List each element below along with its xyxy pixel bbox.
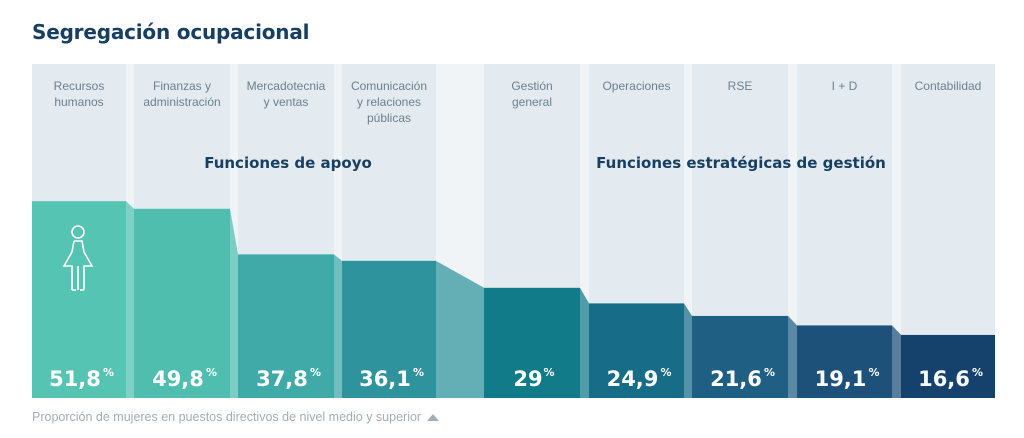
- data-label: 16,6: [918, 367, 970, 391]
- column-background: [32, 64, 126, 202]
- data-label: 36,1: [359, 367, 411, 391]
- data-label-unit: %: [103, 366, 114, 379]
- column-background: [589, 64, 684, 304]
- bar-connector: [436, 260, 484, 398]
- data-label-unit: %: [661, 366, 672, 379]
- column-background: [797, 64, 892, 326]
- bar-connector: [230, 208, 238, 398]
- category-label: Contabilidad: [915, 79, 982, 93]
- triangle-up-icon: [427, 414, 440, 422]
- data-label: 21,6: [710, 367, 762, 391]
- column-background: [342, 64, 436, 261]
- data-label-unit: %: [544, 366, 555, 379]
- data-label-unit: %: [869, 366, 880, 379]
- category-label: Comunicación y relaciones públicas: [351, 79, 427, 125]
- group-label-support: Funciones de apoyo: [204, 154, 372, 172]
- bar: [797, 325, 892, 398]
- column-background: [134, 64, 230, 209]
- data-label-unit: %: [310, 366, 321, 379]
- category-label: Finanzas y administración: [143, 79, 220, 109]
- category-label: Operaciones: [602, 79, 670, 93]
- data-label: 37,8: [256, 367, 308, 391]
- chart-title: Segregación ocupacional: [32, 20, 310, 44]
- data-label: 24,9: [607, 367, 659, 391]
- bar-connector: [788, 315, 797, 398]
- category-label: Mercadotecnia y ventas: [247, 79, 326, 109]
- category-label: I + D: [832, 79, 858, 93]
- bar: [32, 201, 126, 398]
- bar: [342, 260, 436, 398]
- data-label: 49,8: [152, 367, 204, 391]
- column-background: [692, 64, 788, 316]
- category-label: Recursos humanos: [54, 79, 105, 109]
- bar: [238, 254, 334, 398]
- column-background: [484, 64, 580, 288]
- woman-icon: [62, 225, 94, 291]
- column-background: [901, 64, 995, 335]
- bar-connector: [126, 201, 134, 398]
- bar: [692, 315, 788, 398]
- data-label-unit: %: [764, 366, 775, 379]
- data-label-unit: %: [206, 366, 217, 379]
- bar-connector: [684, 303, 692, 398]
- bar-connector: [892, 325, 901, 398]
- category-label: Gestión general: [511, 79, 552, 109]
- category-label: RSE: [728, 79, 753, 93]
- data-label: 29: [513, 367, 542, 391]
- bar: [901, 334, 995, 398]
- footnote: Proporción de mujeres en puestos directi…: [32, 410, 440, 424]
- column-background: [238, 64, 334, 255]
- bar: [589, 303, 684, 398]
- bar: [484, 287, 580, 398]
- bar-connector: [334, 254, 342, 398]
- group-label-strategic: Funciones estratégicas de gestión: [596, 154, 886, 172]
- bar-connector: [580, 287, 589, 398]
- footnote-text: Proporción de mujeres en puestos directi…: [32, 410, 422, 424]
- data-label-unit: %: [413, 366, 424, 379]
- bar: [134, 208, 230, 398]
- data-label: 19,1: [815, 367, 867, 391]
- data-label-unit: %: [972, 366, 983, 379]
- data-label: 51,8: [49, 367, 101, 391]
